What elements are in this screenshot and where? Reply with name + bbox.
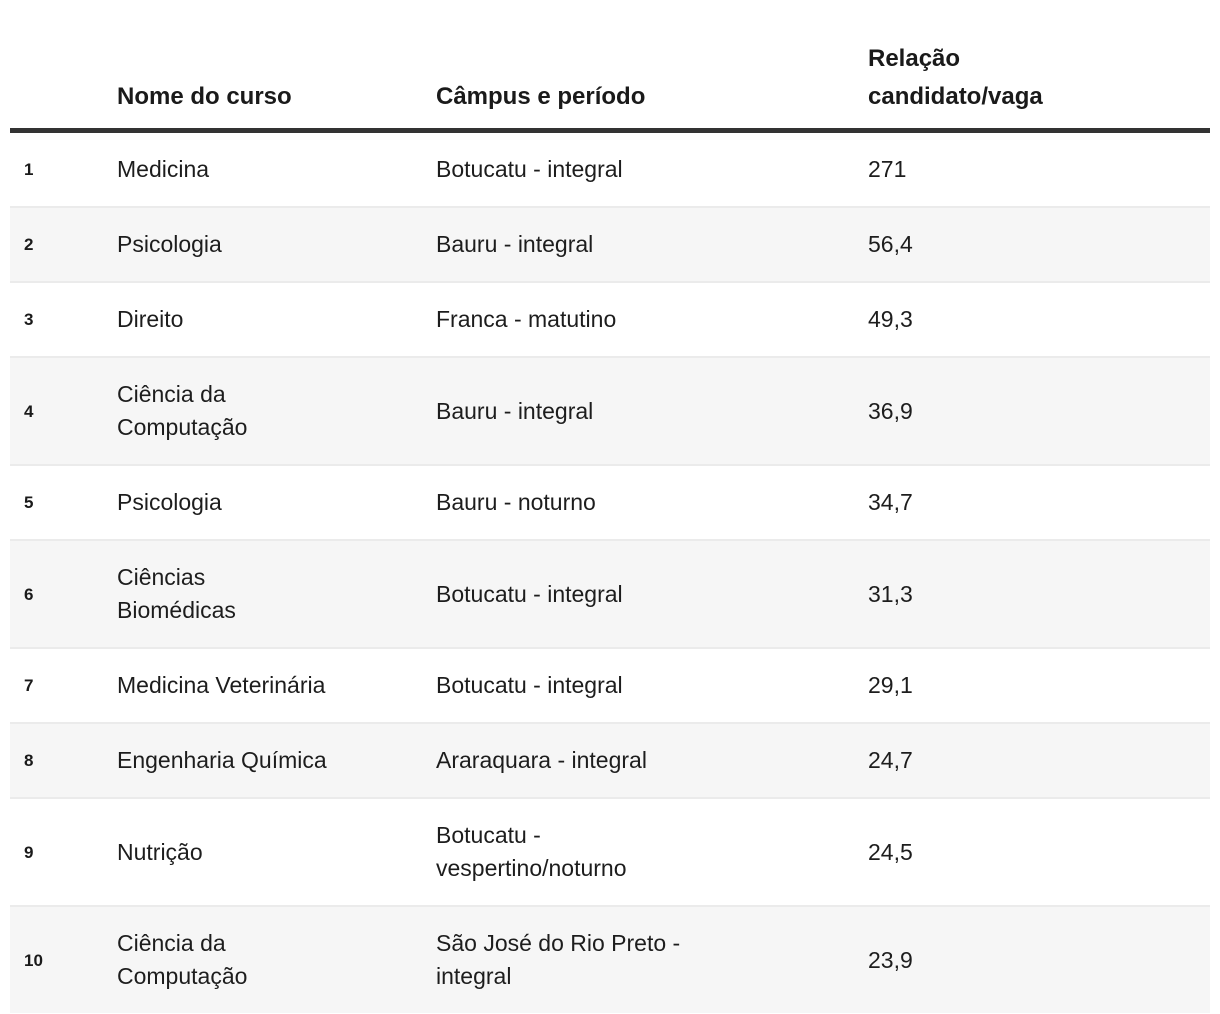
- campus-cell: Bauru - integral: [436, 397, 594, 424]
- table-row: 8 Engenharia Química Araraquara - integral…: [10, 723, 1210, 798]
- table-row: 2 Psicologia Bauru - integral 56,4: [10, 207, 1210, 282]
- rank-cell: 4: [24, 401, 34, 421]
- header-row: Nome do curso Câmpus e período Relação c…: [10, 0, 1210, 133]
- col-header-course: Nome do curso: [117, 0, 436, 133]
- ratio-cell: 23,9: [868, 946, 913, 973]
- ratio-cell: 34,7: [868, 489, 913, 515]
- table-row: 9 Nutrição Botucatu - vespertino/noturno 24…: [10, 798, 1210, 906]
- table-row: 5 Psicologia Bauru - noturno 34,7: [10, 465, 1210, 540]
- ranking-table: Nome do curso Câmpus e período Relação c…: [10, 0, 1210, 1013]
- course-cell: Psicologia: [117, 231, 222, 257]
- rank-cell: 5: [24, 493, 34, 512]
- ratio-cell: 271: [868, 156, 907, 182]
- campus-cell: São José do Rio Preto - integral: [436, 930, 681, 989]
- table-row: 3 Direito Franca - matutino 49,3: [10, 282, 1210, 357]
- campus-cell: Botucatu - integral: [436, 672, 623, 698]
- course-cell: Engenharia Química: [117, 747, 327, 773]
- course-cell: Ciência da Computação: [117, 930, 248, 989]
- ratio-cell: 24,7: [868, 747, 913, 773]
- ratio-cell: 49,3: [868, 306, 913, 332]
- campus-cell: Botucatu - integral: [436, 580, 623, 607]
- course-cell: Nutrição: [117, 838, 203, 865]
- rank-cell: 8: [24, 751, 34, 770]
- table-row: 6 Ciências Biomédicas Botucatu - integral 3…: [10, 540, 1210, 648]
- ratio-cell: 24,5: [868, 838, 913, 865]
- ratio-cell: 36,9: [868, 397, 913, 424]
- ratio-cell: 31,3: [868, 580, 913, 607]
- course-cell: Direito: [117, 306, 184, 332]
- course-cell: Medicina: [117, 156, 210, 182]
- course-cell: Psicologia: [117, 489, 222, 515]
- campus-cell: Bauru - integral: [436, 231, 594, 257]
- ratio-cell: 29,1: [868, 672, 913, 698]
- campus-cell: Botucatu - vespertino/noturno: [436, 822, 627, 881]
- campus-cell: Bauru - noturno: [436, 489, 596, 515]
- ratio-cell: 56,4: [868, 231, 913, 257]
- campus-cell: Botucatu - integral: [436, 156, 623, 182]
- rank-cell: 7: [24, 676, 34, 695]
- rank-cell: 3: [24, 310, 34, 329]
- rank-cell: 2: [24, 235, 34, 254]
- rank-cell: 9: [24, 842, 34, 862]
- campus-cell: Franca - matutino: [436, 306, 617, 332]
- course-cell: Ciência da Computação: [117, 381, 248, 440]
- table-row: 7 Medicina Veterinária Botucatu - integral…: [10, 648, 1210, 723]
- col-header-ratio: Relação candidato/vaga: [868, 0, 1210, 133]
- campus-cell: Araraquara - integral: [436, 747, 647, 773]
- col-header-rank: [10, 0, 117, 133]
- course-cell: Ciências Biomédicas: [117, 564, 236, 623]
- table-row: 10 Ciência da Computação São José do Rio P…: [10, 906, 1210, 1013]
- rank-cell: 1: [24, 160, 34, 179]
- rank-cell: 10: [24, 950, 43, 970]
- table-row: 1 Medicina Botucatu - integral 271: [10, 131, 1210, 208]
- col-header-campus: Câmpus e período: [436, 0, 868, 133]
- table-row: 4 Ciência da Computação Bauru - integral 36…: [10, 357, 1210, 465]
- rank-cell: 6: [24, 584, 34, 604]
- course-cell: Medicina Veterinária: [117, 672, 326, 698]
